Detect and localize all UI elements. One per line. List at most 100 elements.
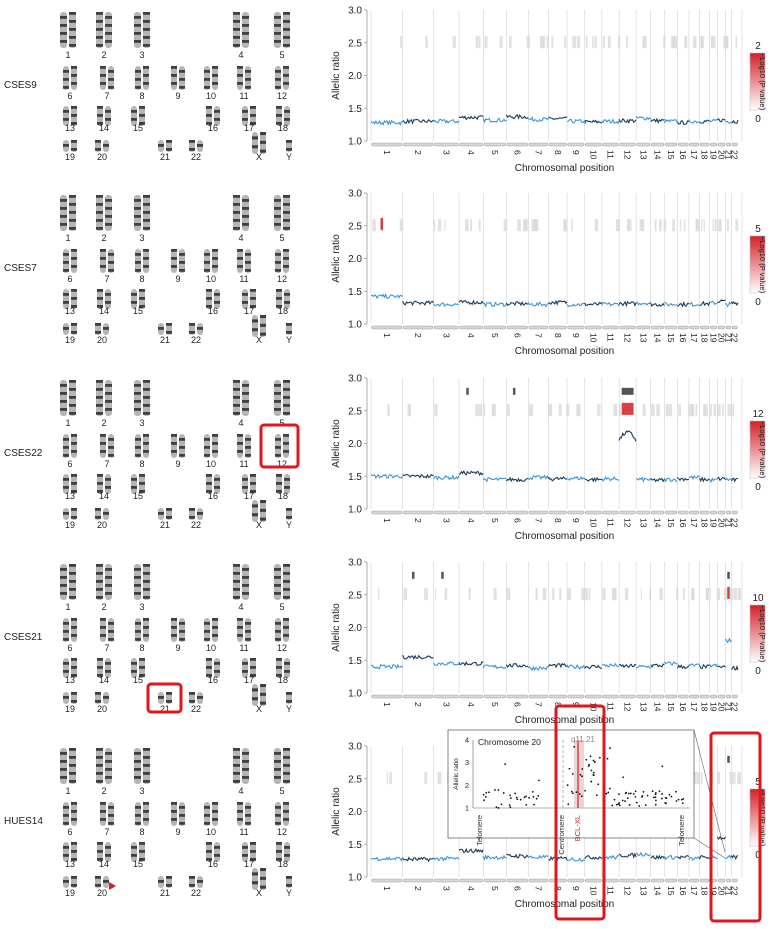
pvalue-mark [619, 404, 621, 417]
chromosome-14 [97, 289, 103, 309]
chromosome-4 [233, 564, 240, 600]
ideogram-segment [528, 878, 549, 883]
karyotype-label-4: 4 [238, 602, 243, 612]
inset-data-point [514, 792, 517, 795]
chromosome-Y [286, 508, 292, 520]
chromosome-X [260, 684, 266, 706]
allelic-ratio-trace-chr16 [677, 301, 689, 308]
highlight-hues14-chr20 [709, 731, 762, 923]
inset-data-point [677, 798, 680, 801]
scale-max-label: 5 [755, 224, 761, 235]
inset-data-point [590, 780, 593, 783]
sample-label: CSES7 [4, 263, 37, 274]
allelic-ratio-trace-chr7 [527, 854, 549, 859]
inset-data-point [646, 794, 649, 797]
inset-data-point [567, 803, 570, 806]
ideogram-segment [602, 878, 619, 883]
allelic-ratio-trace-chr21 [725, 854, 733, 860]
allelic-ratio-trace-chr4 [458, 115, 484, 121]
chromosome-20 [103, 508, 109, 520]
y-tick-label: 2.5 [348, 38, 362, 49]
chromosome-22 [197, 876, 203, 888]
chromosome-13 [71, 289, 77, 309]
inset-data-point [654, 793, 657, 796]
inset-data-point [535, 797, 538, 800]
allelic-ratio-trace-chr14 [650, 302, 665, 308]
chromosome-8 [143, 249, 149, 273]
chromosome-tick-label: 2 [413, 150, 423, 155]
karyotype-label-3: 3 [139, 602, 144, 612]
allelic-ratio-trace-chr19 [709, 477, 718, 484]
chromosome-8 [143, 66, 149, 90]
pvalue-mark [539, 36, 544, 49]
chromosome-tick-label: 14 [653, 518, 663, 528]
chromosome-tick-label: 22 [730, 702, 740, 712]
chromosome-11 [237, 249, 243, 273]
chromosome-17 [250, 658, 256, 678]
pvalue-color-scale [749, 52, 766, 111]
ideogram-segment [725, 325, 732, 330]
chromosome-tick-label: 15 [666, 333, 676, 343]
ideogram-segment [602, 325, 619, 330]
pvalue-mark [613, 588, 617, 601]
karyotype-label-1: 1 [65, 602, 70, 612]
karyotype-label-7: 7 [104, 274, 109, 284]
allelic-ratio-trace-chr21 [725, 120, 732, 124]
chromosome-tick-label: 15 [666, 150, 676, 160]
inset-data-point [590, 769, 593, 772]
y-tick-label: 3.0 [348, 374, 362, 385]
chromosome-X [260, 132, 266, 154]
allelic-ratio-trace-chr1 [370, 292, 403, 300]
chromosome-20 [95, 692, 101, 704]
ideogram-segment [548, 694, 567, 699]
karyotype-label-15: 15 [133, 306, 143, 316]
pvalue-mark [641, 219, 645, 232]
allelic-ratio-trace-chr10 [584, 119, 603, 124]
ideogram-segment [548, 510, 567, 515]
allelic-ratio-trace-chr10 [584, 301, 603, 307]
chromosome-tick-label: 22 [730, 518, 740, 528]
allelic-ratio-trace-chr2 [402, 473, 434, 479]
ideogram-segment [371, 878, 403, 883]
chromosome-2 [96, 748, 103, 784]
inset-data-point [611, 804, 614, 807]
ideogram-segment [731, 142, 738, 147]
y-tick-label: 1.0 [348, 873, 362, 884]
inset-data-point [483, 799, 486, 802]
highlight-cses22-chr12 [259, 423, 300, 469]
chromosome-3 [134, 748, 141, 784]
inset-data-point [655, 799, 657, 802]
chromosome-tick-label: 13 [638, 150, 648, 160]
pvalue-mark [585, 36, 588, 49]
pvalue-mark [693, 36, 697, 49]
ideogram-segment [567, 510, 585, 515]
pvalue-mark [585, 588, 589, 601]
chromosome-tick-label: 5 [490, 333, 500, 338]
allelic-ratio-trace-chr21 [725, 637, 732, 644]
pvalue-mark [535, 588, 537, 601]
ideogram-segment [664, 878, 678, 883]
pvalue-mark [597, 404, 600, 417]
chromosome-17 [242, 658, 248, 678]
chromosome-15 [131, 474, 137, 494]
y-tick-label: 2.0 [348, 71, 362, 82]
allelic-ratio-trace-chr20 [716, 476, 726, 482]
chromosome-3 [143, 748, 150, 784]
y-tick-label: 2.5 [348, 406, 362, 417]
chromosome-tick-label: 2 [413, 333, 423, 338]
chromosome-13 [63, 842, 69, 862]
pvalue-mark [475, 404, 479, 417]
allelic-ratio-trace-chr3 [433, 661, 460, 667]
chromosome-tick-label: 8 [553, 518, 563, 523]
chromosome-tick-label: 21 [723, 150, 733, 160]
allelic-ratio-trace-chr3 [433, 302, 460, 308]
chromosome-20 [103, 323, 109, 335]
chromosome-tick-label: 14 [653, 702, 663, 712]
y-tick-label: 1.5 [348, 104, 362, 115]
allelic-ratio-trace-chr8 [548, 299, 568, 306]
allelic-ratio-trace-chr22 [731, 664, 739, 671]
chromosome-Y [286, 692, 292, 704]
chromosome-9 [171, 249, 177, 273]
karyotype-label-11: 11 [239, 274, 248, 284]
